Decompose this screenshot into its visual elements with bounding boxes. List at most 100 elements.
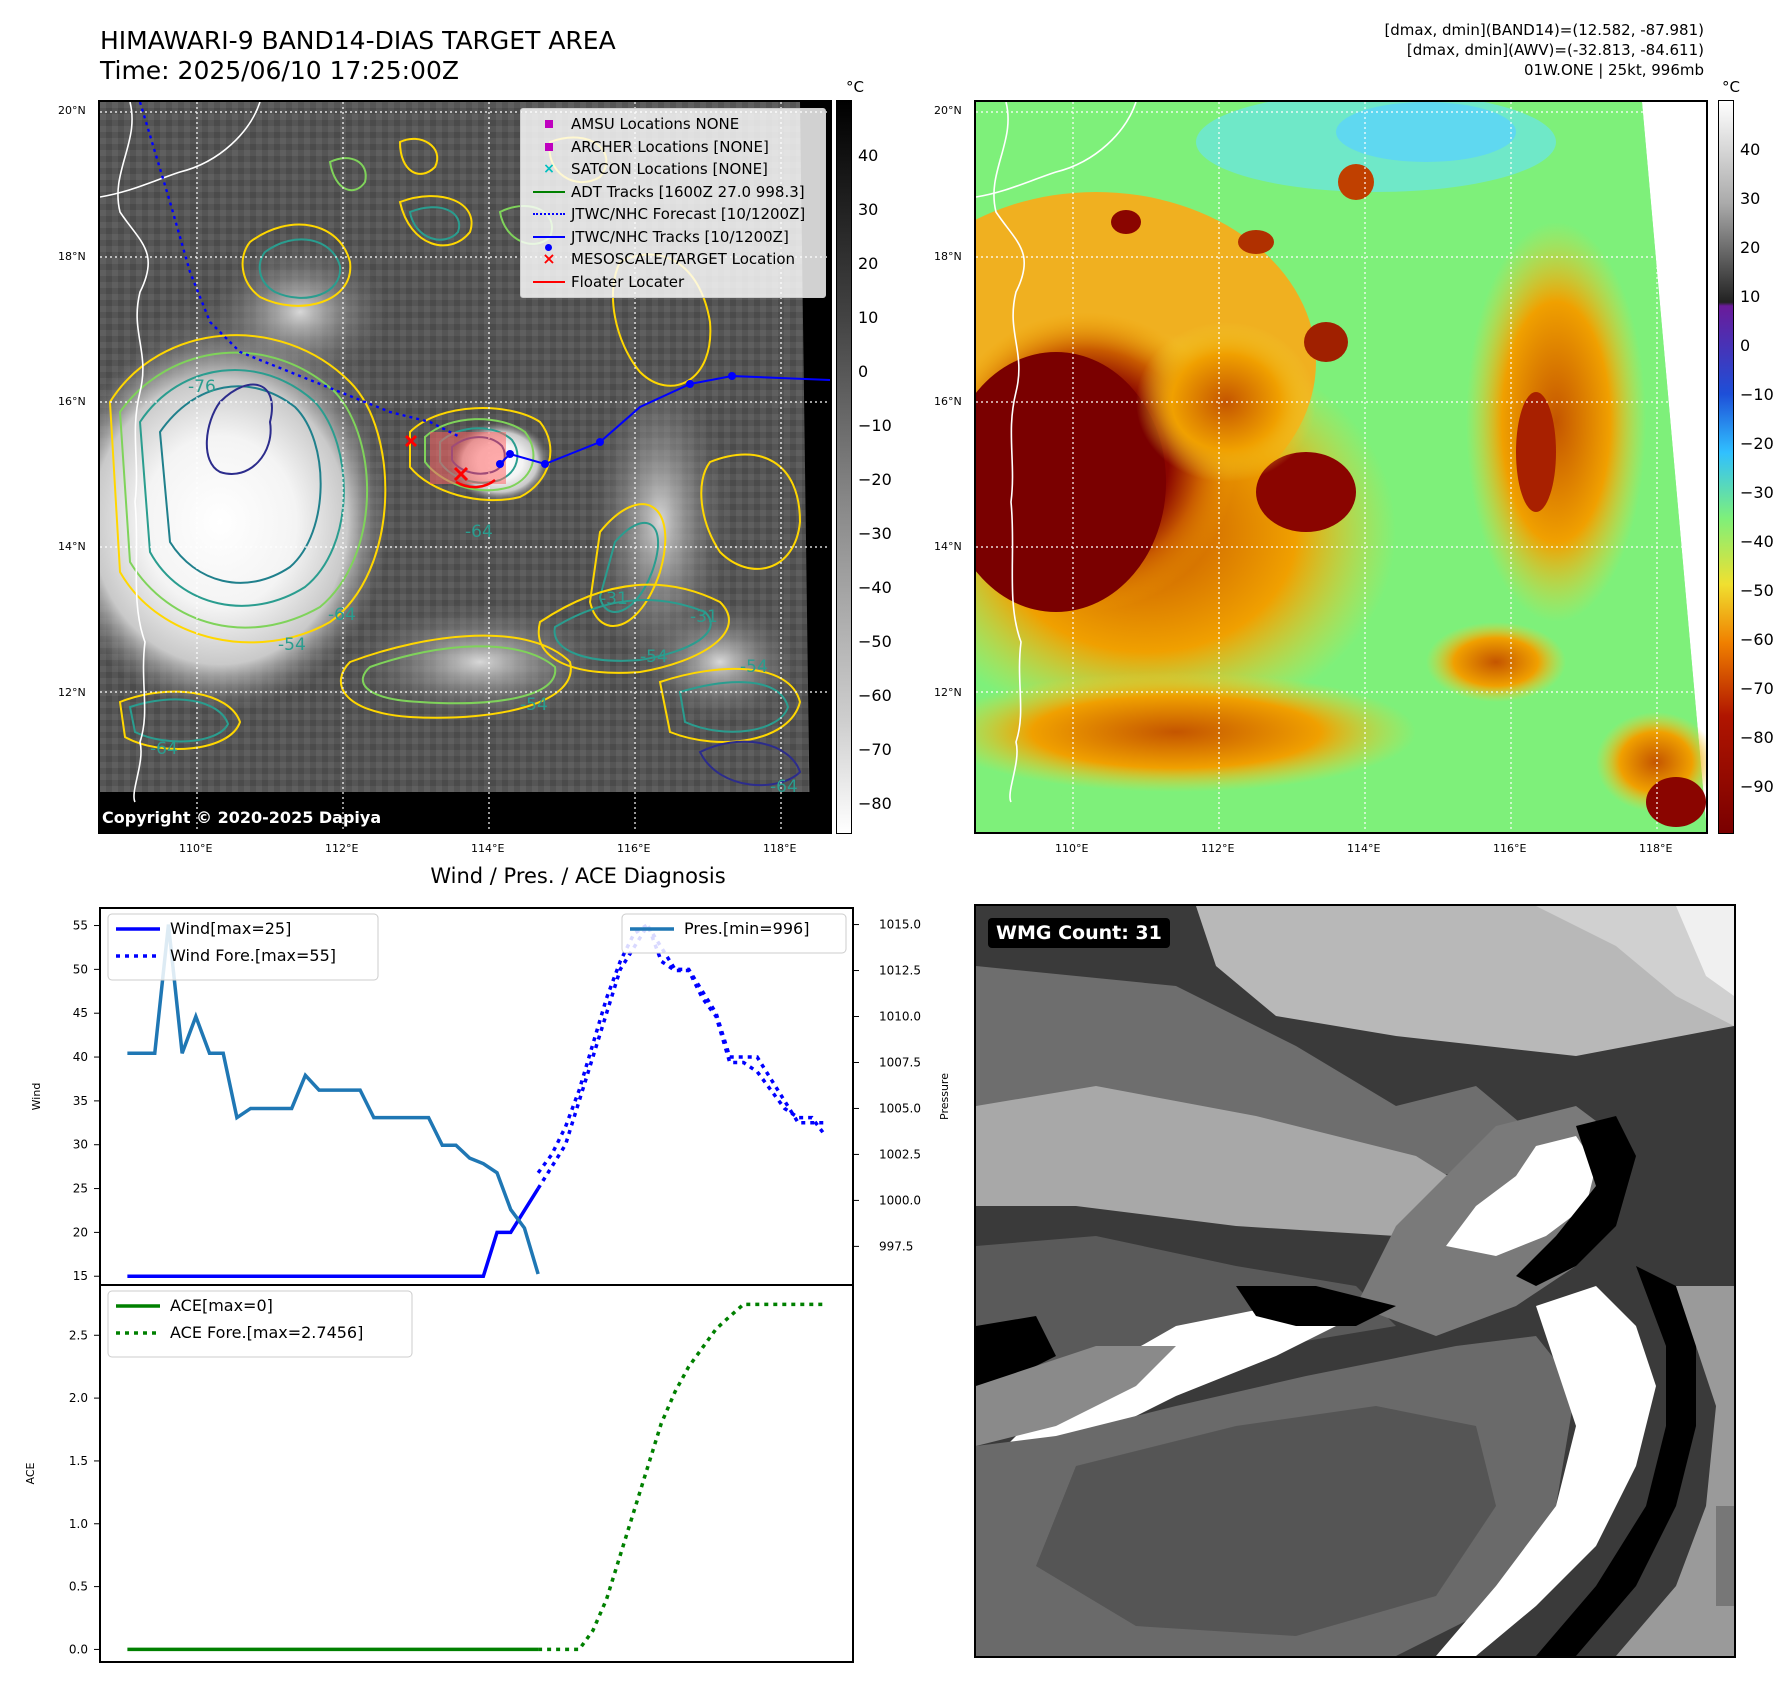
contour-label: -31	[690, 607, 718, 627]
legend-item-floater: Floater Locater	[527, 271, 817, 294]
ace-series-1	[538, 1302, 826, 1652]
ace-ytick-label: 0.0	[69, 1642, 88, 1656]
colorbar-left-unit: °C	[846, 78, 864, 96]
legend-item-jtwc-tracks: JTWC/NHC Tracks [10/1200Z]	[527, 226, 817, 251]
colorbar-right-tick: −70	[1740, 679, 1774, 698]
ace-legend	[107, 1290, 413, 1358]
lon-label: 118°E	[763, 842, 797, 855]
lon-label: 112°E	[1201, 842, 1235, 855]
pres-ytick-label: 1015.0	[879, 918, 921, 932]
pres-ytick-label: 1005.0	[879, 1101, 921, 1115]
pres-legend-label: Pres.[min=996]	[684, 919, 809, 938]
colorbar-left-tick: 40	[858, 146, 879, 165]
lon-label: 110°E	[1055, 842, 1089, 855]
floater-locator-line	[455, 478, 496, 489]
ir-map-panel: -76 -64 -64 -64 -54 -54 -54 -54 -31 -31 …	[98, 100, 832, 834]
colorbar-left-tick: 0	[858, 362, 869, 381]
wind-ytick-label: 45	[73, 1006, 88, 1020]
legend-item-satcon: × SATCON Locations [NONE]	[543, 160, 768, 178]
colorbar-left	[836, 100, 852, 834]
lon-label: 110°E	[179, 842, 213, 855]
contour-label: -54	[520, 695, 548, 715]
wind-series-3	[536, 921, 828, 1174]
band14-range: [dmax, dmin](BAND14)=(12.582, -87.981)	[1384, 21, 1704, 39]
colorbar-right	[1718, 100, 1734, 834]
legend-item-jtwc-forecast: JTWC/NHC Forecast [10/1200Z]	[527, 203, 817, 226]
lon-label: 112°E	[325, 842, 359, 855]
colorbar-left-tick: −30	[858, 524, 892, 543]
map-legend: AMSU Locations NONE ARCHER Locations [NO…	[520, 108, 826, 298]
pres-ytick-label: 1012.5	[879, 964, 921, 978]
ace-axes-frame	[99, 1284, 854, 1663]
pres-ytick-label: 1002.5	[879, 1147, 921, 1161]
ace-ytick-label: 1.0	[69, 1517, 88, 1531]
wind-series-0	[127, 1187, 540, 1278]
colorbar-right-tick: −40	[1740, 532, 1774, 551]
colorbar-right-tick: 30	[1740, 189, 1761, 208]
wind-ytick-label: 50	[73, 962, 88, 976]
contour-label: -54	[278, 635, 306, 655]
ace-ytick-label: 2.0	[69, 1391, 88, 1405]
colorbar-left-tick: −60	[858, 686, 892, 705]
figure-title: HIMAWARI-9 BAND14-DIAS TARGET AREA	[100, 26, 616, 55]
colorbar-right-tick: −10	[1740, 385, 1774, 404]
pres-legend	[621, 913, 847, 954]
wind-legend	[107, 913, 379, 981]
lon-label: 116°E	[617, 842, 651, 855]
colorbar-left-tick: −10	[858, 416, 892, 435]
colorbar-right-tick: −50	[1740, 581, 1774, 600]
colorbar-right-tick: 20	[1740, 238, 1761, 257]
wind-ytick-label: 30	[73, 1138, 88, 1152]
diagnosis-title-row: Wind / Pres. / ACE Diagnosis	[0, 864, 1792, 888]
wind-series-2	[127, 924, 540, 1275]
ace-axis-label: ACE	[24, 1462, 37, 1484]
ace-legend-label: ACE Fore.[max=2.7456]	[170, 1323, 363, 1342]
lat-label: 16°N	[58, 395, 86, 408]
wind-ytick-label: 35	[73, 1094, 88, 1108]
colorbar-left-tick: −20	[858, 470, 892, 489]
ace-ytick-label: 0.5	[69, 1580, 88, 1594]
lon-label: 118°E	[1639, 842, 1673, 855]
wind-series-1	[536, 922, 826, 1190]
colorbar-right-tick: −90	[1740, 777, 1774, 796]
colorbar-left-tick: −70	[858, 740, 892, 759]
stats-info: [dmax, dmin](BAND14)=(12.582, -87.981) […	[1384, 20, 1704, 80]
lat-label: 20°N	[934, 104, 962, 117]
wind-axis-label: Wind	[30, 1083, 43, 1111]
wind-ytick-label: 25	[73, 1182, 88, 1196]
lon-label: 114°E	[1347, 842, 1381, 855]
lat-label: 14°N	[58, 540, 86, 553]
lat-label: 18°N	[934, 250, 962, 263]
diagnosis-title: Wind / Pres. / ACE Diagnosis	[430, 864, 726, 888]
contour-label: -64	[465, 522, 493, 542]
awv-map-image	[976, 102, 1706, 832]
floater-box	[430, 432, 506, 484]
ace-legend-label: ACE[max=0]	[170, 1296, 273, 1315]
pres-ytick-label: 997.5	[879, 1239, 913, 1253]
legend-item-adt: ADT Tracks [1600Z 27.0 998.3]	[527, 181, 817, 204]
jtwc-track-line	[499, 374, 830, 466]
lat-label: 14°N	[934, 540, 962, 553]
colorbar-right-tick: −80	[1740, 728, 1774, 747]
colorbar-right-tick: 40	[1740, 140, 1761, 159]
wind-ytick-label: 55	[73, 919, 88, 933]
colorbar-right-tick: −60	[1740, 630, 1774, 649]
colorbar-left-tick: 10	[858, 308, 879, 327]
ir-map-image: -76 -64 -64 -64 -54 -54 -54 -54 -31 -31 …	[100, 102, 830, 832]
pressure-axis-label: Pressure	[938, 1073, 951, 1120]
lat-label: 16°N	[934, 395, 962, 408]
wind-legend-label: Wind[max=25]	[170, 919, 291, 938]
contour-label: -54	[740, 657, 768, 677]
colorbar-left-tick: 30	[858, 200, 879, 219]
lon-label: 116°E	[1493, 842, 1527, 855]
contour-label: -31	[600, 589, 628, 609]
storm-info: 01W.ONE | 25kt, 996mb	[1523, 61, 1704, 79]
colorbar-right-tick: 10	[1740, 287, 1761, 306]
lat-label: 18°N	[58, 250, 86, 263]
contour-label: -64	[328, 605, 356, 625]
legend-item-amsu: AMSU Locations NONE	[527, 113, 817, 136]
wind-ytick-label: 40	[73, 1050, 88, 1064]
wind-ytick-label: 15	[73, 1269, 88, 1283]
colorbar-right-unit: °C	[1722, 78, 1740, 96]
